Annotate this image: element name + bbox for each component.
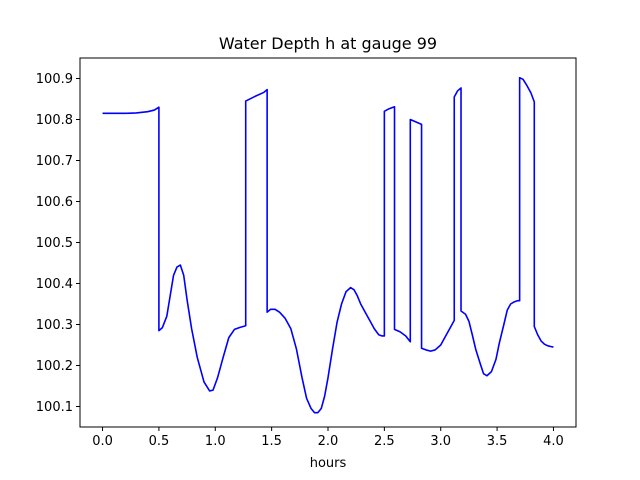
y-tick-label: 100.5 <box>36 236 73 251</box>
x-tick-label: 2.0 <box>318 434 339 449</box>
x-tick-label: 0.0 <box>92 434 113 449</box>
y-tick-label: 100.2 <box>36 359 73 374</box>
x-tick-label: 3.5 <box>487 434 508 449</box>
y-tick-label: 100.3 <box>36 318 73 333</box>
x-tick-label: 2.5 <box>374 434 395 449</box>
x-axis: 0.0 0.5 1.0 1.5 2.0 2.5 3.0 3.5 4.0 <box>92 427 564 449</box>
plot-area <box>102 76 554 414</box>
y-tick-label: 100.7 <box>36 154 73 169</box>
plot-frame <box>79 57 577 428</box>
y-tick-label: 100.4 <box>36 277 73 292</box>
x-tick-label: 0.5 <box>149 434 170 449</box>
y-tick-label: 100.6 <box>36 195 73 210</box>
y-tick-label: 100.9 <box>36 72 73 87</box>
chart-title: Water Depth h at gauge 99 <box>219 34 437 53</box>
x-tick-label: 4.0 <box>543 434 564 449</box>
y-tick-label: 100.1 <box>36 400 73 415</box>
x-tick-label: 1.0 <box>205 434 226 449</box>
y-axis: 100.1 100.2 100.3 100.4 100.5 100.6 100.7 100.8… <box>36 72 80 415</box>
series-line <box>102 76 554 414</box>
x-tick-label: 3.0 <box>430 434 451 449</box>
y-tick-label: 100.8 <box>36 113 73 128</box>
x-axis-label: hours <box>310 456 347 471</box>
x-tick-label: 1.5 <box>261 434 282 449</box>
